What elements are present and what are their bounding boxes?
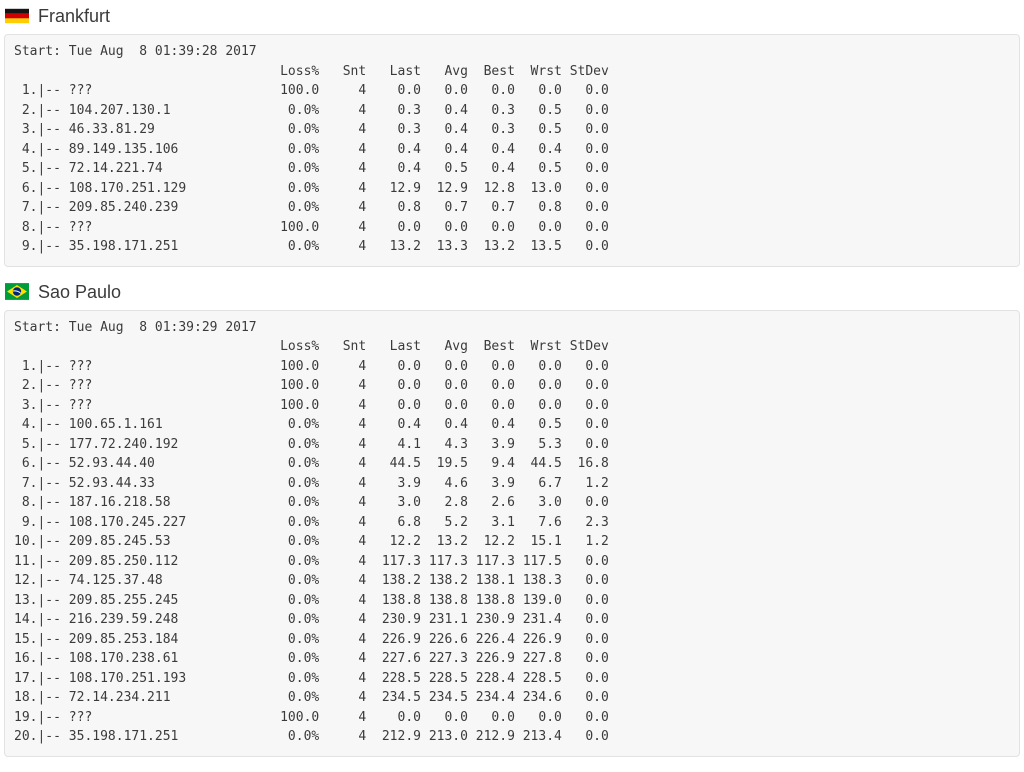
germany-flag-icon: [5, 8, 29, 24]
section-title: Frankfurt: [38, 6, 111, 26]
section-header-frankfurt: Frankfurt: [0, 4, 1024, 34]
brazil-flag-icon: [5, 283, 29, 300]
mtr-report-text: Start: Tue Aug 8 01:39:28 2017 Loss% Snt…: [14, 44, 609, 254]
mtr-report-box-sao-paulo: Start: Tue Aug 8 01:39:29 2017 Loss% Snt…: [4, 309, 1020, 757]
section-header-sao-paulo: Sao Paulo: [0, 269, 1024, 310]
mtr-report-box-frankfurt: Start: Tue Aug 8 01:39:28 2017 Loss% Snt…: [4, 34, 1020, 267]
section-title: Sao Paulo: [38, 281, 122, 302]
mtr-report-text: Start: Tue Aug 8 01:39:29 2017 Loss% Snt…: [14, 319, 609, 745]
